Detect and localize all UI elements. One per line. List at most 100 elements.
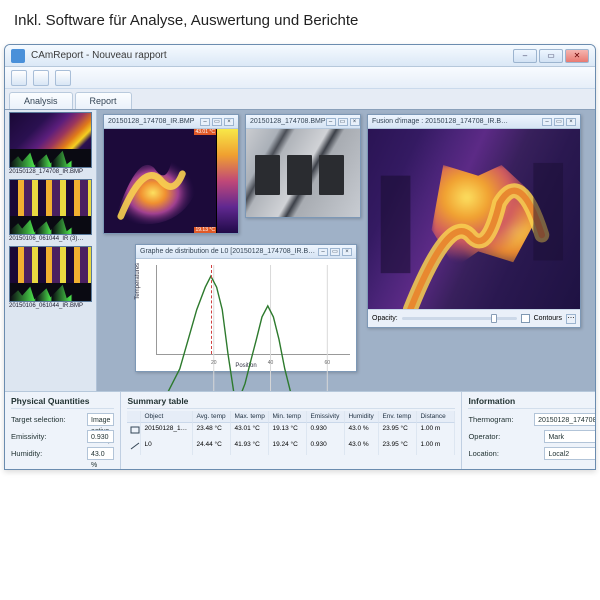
marketing-caption: Inkl. Software für Analyse, Auswertung u… [14, 12, 358, 29]
target-select[interactable]: Image active [87, 413, 114, 426]
plot-region[interactable]: 204060 [156, 265, 350, 355]
table-cell: 23.95 °C [379, 423, 417, 439]
subwin-minimize-icon[interactable]: – [200, 118, 210, 126]
table-cell: 20150128_1… [141, 423, 193, 439]
humidity-input[interactable]: 43.0 % [87, 447, 114, 460]
operator-label: Operator: [468, 432, 538, 441]
table-cell: 41.93 °C [231, 439, 269, 455]
fusion-window[interactable]: Fusion d'image : 20150128_174708_IR.B… –… [367, 114, 581, 328]
contours-settings-icon[interactable]: ⋯ [566, 314, 576, 324]
thumbnail-caption: 20150128_174708_IR.BMP [9, 168, 92, 177]
target-label: Target selection: [11, 415, 81, 424]
maximize-button[interactable]: ▭ [539, 49, 563, 63]
summary-table-panel: Summary table ObjectAvg. tempMax. tempMi… [121, 392, 462, 469]
fusion-window-title: Fusion d'image : 20150128_174708_IR.B… [372, 118, 508, 125]
table-cell: 43.01 °C [231, 423, 269, 439]
cursor-line[interactable] [211, 265, 212, 354]
thumbnail-image[interactable] [9, 179, 92, 235]
column-header[interactable]: Distance [417, 411, 455, 423]
subwin-maximize-icon[interactable]: ▭ [212, 118, 222, 126]
information-panel: Information Thermogram:20150128_174708_I… [462, 392, 596, 469]
location-select[interactable]: Local2 [544, 447, 596, 460]
column-header[interactable]: Avg. temp [193, 411, 231, 423]
subwin-maximize-icon[interactable]: ▭ [338, 118, 348, 126]
toolbar-new-icon[interactable] [11, 70, 27, 86]
bottom-panels: Physical Quantities Target selection: Ima… [5, 391, 595, 469]
table-cell: 19.13 °C [269, 423, 307, 439]
chart-area[interactable]: Temperatures Position 204060 [136, 259, 356, 371]
opacity-slider[interactable] [402, 317, 517, 320]
ir-image-window[interactable]: 20150128_174708_IR.BMP – ▭ × [103, 114, 239, 234]
distribution-chart-window[interactable]: Graphe de distribution de L0 [20150128_1… [135, 244, 357, 372]
tab-analysis[interactable]: Analysis [9, 92, 73, 109]
thumbnail-image[interactable] [9, 246, 92, 302]
ribbon-tabs: Analysis Report [5, 89, 595, 109]
contours-label: Contours [534, 315, 562, 322]
ir-image[interactable] [104, 129, 216, 233]
app-title: CAmReport - Nouveau rapport [31, 50, 167, 61]
slider-thumb[interactable] [491, 314, 497, 323]
contours-checkbox[interactable] [521, 314, 530, 323]
chart-window-title: Graphe de distribution de L0 [20150128_1… [140, 248, 315, 255]
subwin-maximize-icon[interactable]: ▭ [554, 118, 564, 126]
table-row[interactable]: L024.44 °C41.93 °C19.24 °C0.93043.0 %23.… [127, 439, 455, 455]
toolbar-save-icon[interactable] [55, 70, 71, 86]
column-header[interactable]: Min. temp [269, 411, 307, 423]
scale-max-label: 43.01 °C [194, 129, 216, 135]
column-header[interactable] [127, 411, 141, 423]
subwin-close-icon[interactable]: × [350, 118, 360, 126]
thumbnail-panel[interactable]: 20150128_174708_IR.BMP 20150106_061044_IR… [5, 110, 97, 391]
panel-title: Physical Quantities [11, 394, 114, 409]
thumbnail-item[interactable]: 20150106_061044_IR.BMP [9, 246, 92, 311]
table-cell: 23.48 °C [193, 423, 231, 439]
emissivity-input[interactable]: 0.930 [87, 430, 114, 443]
column-header[interactable]: Max. temp [231, 411, 269, 423]
thumbnail-item[interactable]: 20150128_174708_IR.BMP [9, 112, 92, 177]
subwin-minimize-icon[interactable]: – [326, 118, 336, 126]
table-cell: 0.930 [307, 439, 345, 455]
column-header[interactable]: Object [141, 411, 193, 423]
line-roi-icon [127, 439, 141, 455]
titlebar[interactable]: CAmReport - Nouveau rapport – ▭ ✕ [5, 45, 595, 67]
thumbnail-image[interactable] [9, 112, 92, 168]
table-row[interactable]: 20150128_1…23.48 °C43.01 °C19.13 °C0.930… [127, 423, 455, 439]
thermogram-label: Thermogram: [468, 415, 528, 424]
application-window: CAmReport - Nouveau rapport – ▭ ✕ Analys… [4, 44, 596, 470]
table-cell: 1.00 m [417, 439, 455, 455]
emissivity-label: Emissivity: [11, 432, 81, 441]
subwin-close-icon[interactable]: × [224, 118, 234, 126]
thumbnail-caption: 20150106_061044_IR (3)… [9, 235, 92, 244]
table-cell: 1.00 m [417, 423, 455, 439]
column-header[interactable]: Humidity [345, 411, 379, 423]
photo-window-title: 20150128_174708.BMP [250, 118, 326, 125]
subwin-close-icon[interactable]: × [566, 118, 576, 126]
subwin-maximize-icon[interactable]: ▭ [330, 248, 340, 256]
thumbnail-item[interactable]: 20150106_061044_IR (3)… [9, 179, 92, 244]
subwin-close-icon[interactable]: × [342, 248, 352, 256]
column-header[interactable]: Emissivity [307, 411, 345, 423]
table-cell: 43.0 % [345, 439, 379, 455]
table-cell: 0.930 [307, 423, 345, 439]
operator-input[interactable]: Mark [544, 430, 596, 443]
table-cell: 23.95 °C [379, 439, 417, 455]
subwin-minimize-icon[interactable]: – [542, 118, 552, 126]
table-header: ObjectAvg. tempMax. tempMin. tempEmissiv… [127, 411, 455, 423]
subwin-minimize-icon[interactable]: – [318, 248, 328, 256]
table-cell: 24.44 °C [193, 439, 231, 455]
fusion-image[interactable] [368, 129, 580, 309]
table-cell: 19.24 °C [269, 439, 307, 455]
workspace: 20150128_174708_IR.BMP 20150106_061044_IR… [5, 109, 595, 391]
toolbar-open-icon[interactable] [33, 70, 49, 86]
column-header[interactable]: Env. temp [379, 411, 417, 423]
minimize-button[interactable]: – [513, 49, 537, 63]
y-axis-label: Temperatures [135, 263, 141, 300]
thumbnail-caption: 20150106_061044_IR.BMP [9, 302, 92, 311]
ir-window-title: 20150128_174708_IR.BMP [108, 118, 194, 125]
thermogram-value: 20150128_174708_IR.BMP [534, 413, 596, 426]
app-icon [11, 49, 25, 63]
photo-window[interactable]: 20150128_174708.BMP – ▭ × [245, 114, 361, 218]
rect-roi-icon [127, 423, 141, 439]
tab-report[interactable]: Report [75, 92, 132, 109]
humidity-label: Humidity: [11, 449, 81, 458]
close-button[interactable]: ✕ [565, 49, 589, 63]
